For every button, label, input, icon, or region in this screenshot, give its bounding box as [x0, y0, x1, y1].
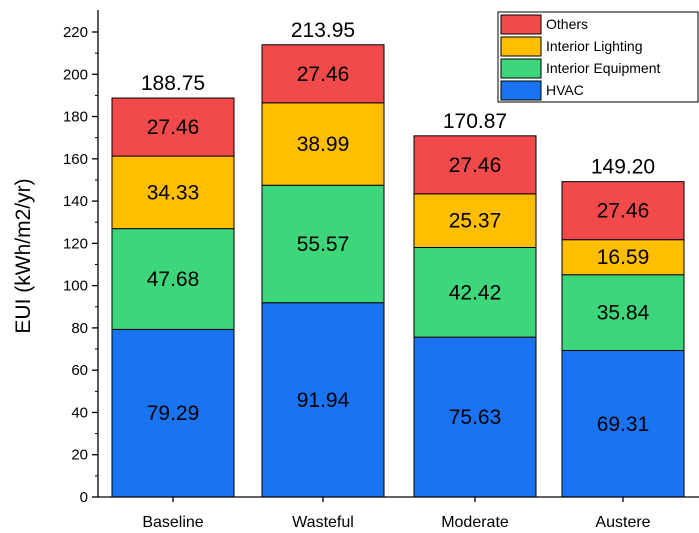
y-tick-label: 200 [63, 66, 88, 83]
segment-value-label: 91.94 [297, 389, 350, 412]
y-tick-label: 160 [63, 151, 88, 168]
bar-segment-interior-lighting-austere [561, 239, 685, 276]
segment-value-label: 27.46 [297, 63, 350, 86]
y-tick-label: 60 [71, 362, 88, 379]
y-tick-label: 180 [63, 109, 88, 126]
segment-value-label: 38.99 [297, 133, 350, 156]
segment-value-label: 47.68 [147, 268, 200, 291]
y-axis-title: EUI (kWh/m2/yr) [12, 178, 35, 333]
segment-value-label: 42.42 [449, 281, 502, 304]
legend-label: Interior Lighting [546, 38, 643, 54]
legend-label: HVAC [546, 82, 584, 98]
segment-value-label: 55.57 [297, 233, 350, 256]
y-tick-label: 0 [80, 489, 88, 506]
bar-segment-others-moderate [413, 135, 537, 195]
legend-swatch-others [500, 14, 542, 35]
segment-value-label: 75.63 [449, 406, 502, 429]
bar-segment-others-austere [561, 181, 685, 241]
bar-total-label: 170.87 [443, 110, 507, 133]
plot-area: 79.29 47.68 34.33 27.46 188.75 91.94 55.57 38.9… [111, 19, 685, 498]
segment-value-label: 27.46 [597, 200, 650, 223]
bar-segment-interior-equipment-baseline [111, 228, 235, 330]
segment-value-label: 16.59 [597, 246, 650, 269]
bar-total-label: 188.75 [141, 72, 205, 95]
x-category-label: Wasteful [292, 514, 354, 531]
bar-segment-interior-equipment-moderate [413, 246, 537, 338]
legend: Others Interior Lighting Interior Equipmen… [497, 11, 699, 103]
legend-swatch-interior-lighting [500, 36, 542, 57]
bar-segment-others-baseline [111, 97, 235, 157]
bar-segment-interior-equipment-wasteful [261, 184, 385, 304]
x-category-label: Austere [595, 514, 650, 531]
bar-segment-hvac-austere [561, 350, 685, 498]
bar-segment-hvac-wasteful [261, 302, 385, 498]
bar-segment-interior-lighting-wasteful [261, 102, 385, 186]
segment-value-label: 69.31 [597, 413, 650, 436]
legend-swatch-hvac [500, 80, 542, 101]
segment-value-label: 27.46 [449, 154, 502, 177]
y-tick-label: 120 [63, 235, 88, 252]
y-tick-label: 140 [63, 193, 88, 210]
x-category-label: Moderate [441, 514, 509, 531]
legend-label: Others [546, 16, 588, 32]
bar-segment-others-wasteful [261, 44, 385, 104]
y-tick-label: 100 [63, 278, 88, 295]
y-tick-label: 20 [71, 447, 88, 464]
bar-total-label: 213.95 [291, 19, 355, 42]
y-tick-label: 80 [71, 320, 88, 337]
segment-value-label: 35.84 [597, 302, 650, 325]
bar-segment-hvac-moderate [413, 336, 537, 498]
y-axis: 0 20 40 60 80 100 120 140 160 180 200 220 [63, 10, 99, 506]
bar-segment-interior-equipment-austere [561, 274, 685, 352]
bar-segment-interior-lighting-baseline [111, 155, 235, 230]
x-category-label: Baseline [142, 514, 203, 531]
bar-total-label: 149.20 [591, 156, 655, 179]
bar-segment-hvac-baseline [111, 328, 235, 498]
y-tick-label: 40 [71, 404, 88, 421]
segment-value-label: 27.46 [147, 116, 200, 139]
segment-value-label: 79.29 [147, 402, 200, 425]
legend-label: Interior Equipment [546, 60, 661, 76]
segment-value-label: 25.37 [449, 210, 502, 233]
x-axis: Baseline Wasteful Moderate Austere [98, 496, 699, 531]
bar-segment-interior-lighting-moderate [413, 193, 537, 248]
segment-value-label: 34.33 [147, 181, 200, 204]
legend-swatch-interior-equipment [500, 58, 542, 79]
y-tick-label: 220 [63, 24, 88, 41]
